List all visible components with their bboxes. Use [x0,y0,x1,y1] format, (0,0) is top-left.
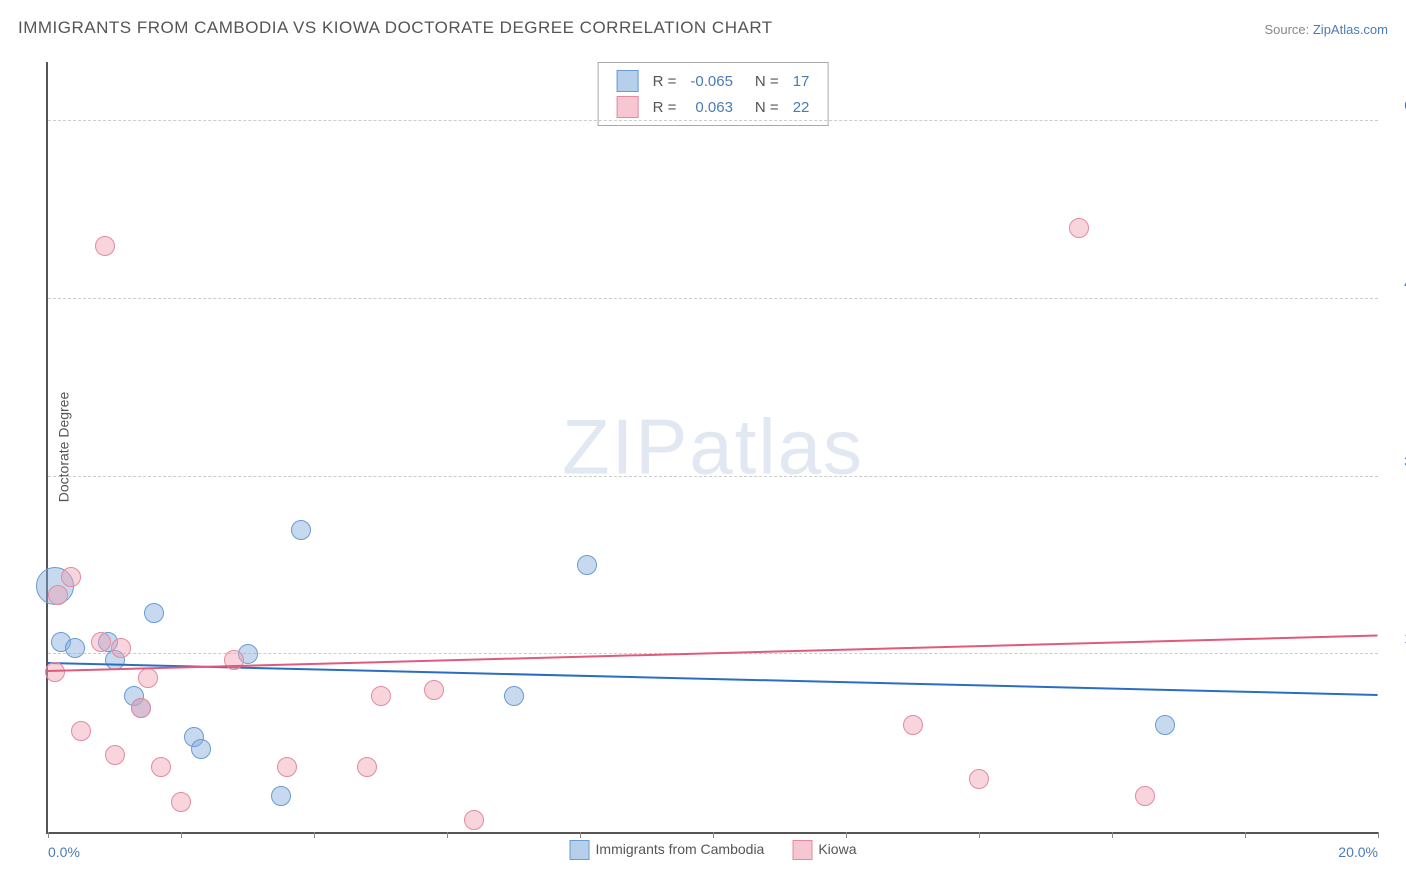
data-point [424,680,444,700]
chart-title: IMMIGRANTS FROM CAMBODIA VS KIOWA DOCTOR… [18,18,773,38]
data-point [61,567,81,587]
data-point [464,810,484,830]
legend-item: Kiowa [792,841,856,857]
data-point [65,638,85,658]
trendline [48,662,1378,696]
data-point [71,721,91,741]
x-tick [979,832,980,838]
data-point [291,520,311,540]
x-tick [314,832,315,838]
data-point [131,698,151,718]
data-point [48,585,68,605]
data-point [111,638,131,658]
data-point [577,555,597,575]
y-axis-title: Doctorate Degree [55,392,71,503]
legend-row: R =-0.065N =17 [611,69,816,93]
gridline [48,476,1378,477]
data-point [1135,786,1155,806]
data-point [504,686,524,706]
x-tick [48,832,49,838]
data-point [224,650,244,670]
data-point [151,757,171,777]
data-point [271,786,291,806]
x-tick [181,832,182,838]
data-point [138,668,158,688]
x-axis-max-label: 20.0% [1338,844,1378,860]
data-point [91,632,111,652]
legend-row: R =0.063N =22 [611,95,816,119]
plot-area: Doctorate Degree ZIPatlas R =-0.065N =17… [46,62,1378,834]
x-tick [580,832,581,838]
data-point [1155,715,1175,735]
data-point [277,757,297,777]
x-tick [1378,832,1379,838]
chart-container: IMMIGRANTS FROM CAMBODIA VS KIOWA DOCTOR… [0,0,1406,892]
x-tick [1245,832,1246,838]
data-point [171,792,191,812]
gridline [48,120,1378,121]
data-point [371,686,391,706]
data-point [1069,218,1089,238]
data-point [95,236,115,256]
data-point [903,715,923,735]
source-attribution: Source: ZipAtlas.com [1264,22,1388,37]
legend-series: Immigrants from Cambodia Kiowa [556,840,871,860]
data-point [144,603,164,623]
legend-item: Immigrants from Cambodia [570,841,765,857]
x-tick [846,832,847,838]
x-axis-min-label: 0.0% [48,844,80,860]
gridline [48,298,1378,299]
x-tick [447,832,448,838]
data-point [45,662,65,682]
data-point [191,739,211,759]
x-tick [1112,832,1113,838]
legend-correlation: R =-0.065N =17R =0.063N =22 [598,62,829,126]
source-link[interactable]: ZipAtlas.com [1313,22,1388,37]
data-point [105,745,125,765]
data-point [969,769,989,789]
x-tick [713,832,714,838]
data-point [357,757,377,777]
watermark: ZIPatlas [562,402,864,493]
